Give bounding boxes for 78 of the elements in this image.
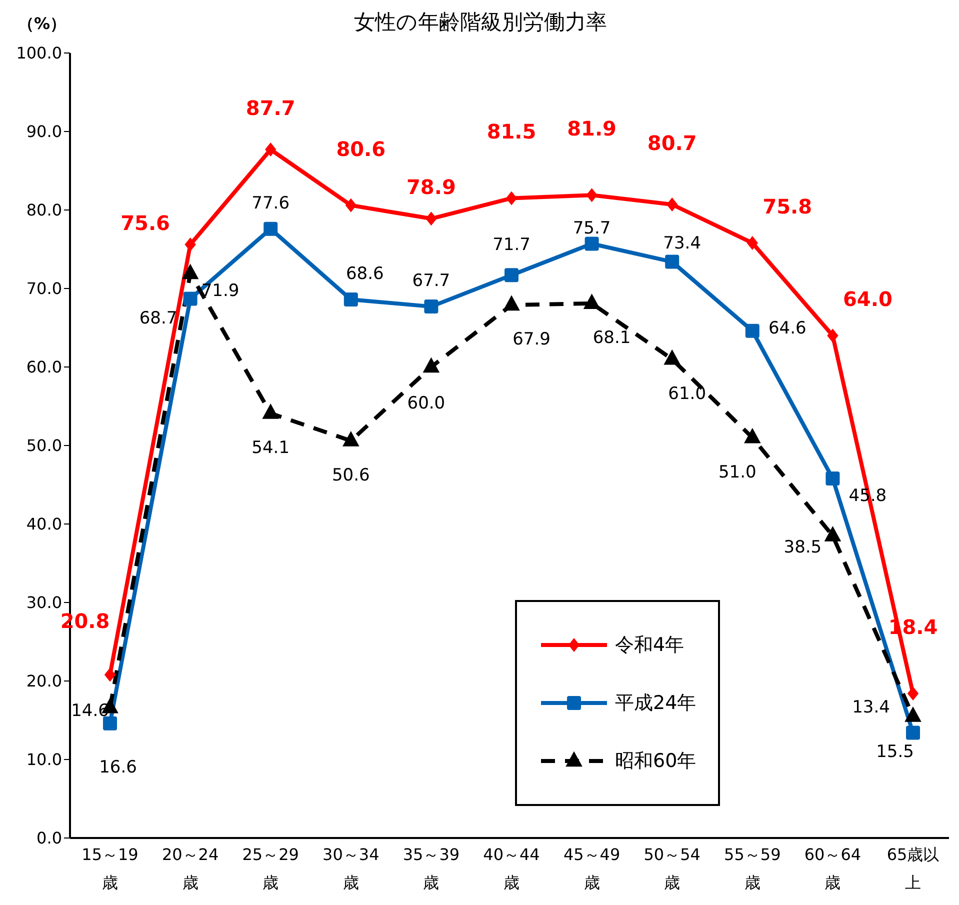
x-tick-label: 30～34歳: [322, 845, 380, 892]
point: [264, 222, 278, 236]
x-tick-label: 45～49歳: [563, 845, 620, 892]
data-label: 68.1: [592, 328, 631, 348]
point: [906, 726, 920, 740]
point: [827, 328, 838, 343]
point: [184, 238, 196, 252]
data-label: 81.5: [486, 120, 536, 144]
point: [183, 292, 198, 306]
data-label: 67.7: [412, 271, 450, 292]
data-label: 81.9: [567, 116, 616, 141]
data-label: 38.5: [784, 537, 822, 558]
point: [746, 236, 758, 250]
data-label: 73.4: [663, 233, 702, 254]
x-tick-label: 20～24歳: [162, 845, 219, 892]
data-label: 13.4: [852, 697, 890, 718]
data-label: 71.7: [492, 234, 530, 255]
x-tick-label: 65歳以上: [886, 845, 940, 892]
point: [424, 300, 438, 314]
x-tick-label: 35～39歳: [402, 845, 460, 892]
y-tick-label: 0.0: [36, 828, 62, 848]
data-label: 80.7: [647, 130, 697, 155]
data-label: 71.9: [201, 281, 240, 302]
x-tick-label: 40～44歳: [483, 845, 540, 892]
point: [265, 142, 276, 157]
y-tick-label: 50.0: [26, 436, 62, 456]
x-tick-label: 55～59歳: [724, 845, 781, 892]
data-label: 15.5: [876, 742, 914, 762]
y-tick-label: 100.0: [16, 44, 62, 63]
y-tick-label: 20.0: [26, 672, 62, 691]
y-tick-label: 70.0: [26, 279, 62, 298]
point: [345, 198, 356, 212]
legend-label: 昭和60年: [615, 749, 696, 774]
legend-label: 平成24年: [615, 691, 696, 716]
y-tick-label: 80.0: [26, 200, 62, 220]
y-tick-label: 60.0: [26, 358, 62, 377]
y-axis-title: （%）: [18, 14, 66, 35]
point: [665, 254, 680, 269]
y-tick-label: 10.0: [26, 750, 62, 770]
point: [344, 292, 358, 306]
data-label: 67.9: [512, 330, 550, 350]
point: [826, 471, 840, 486]
data-label: 75.7: [572, 218, 611, 238]
y-tick-label: 40.0: [26, 514, 62, 534]
data-label: 51.0: [718, 462, 756, 482]
data-label: 16.6: [99, 757, 137, 778]
data-label: 64.0: [843, 287, 892, 312]
point: [666, 198, 678, 212]
point: [506, 191, 518, 206]
point: [584, 236, 599, 251]
point: [426, 212, 437, 226]
chart-title: 女性の年齢階級別労働力率: [354, 10, 607, 34]
x-tick-label: 60～64歳: [804, 845, 862, 892]
data-label: 61.0: [668, 384, 706, 404]
point: [907, 686, 919, 701]
data-label: 50.6: [332, 465, 370, 486]
data-label: 78.9: [406, 175, 456, 200]
data-label: 80.6: [336, 136, 386, 161]
y-tick-label: 90.0: [26, 122, 62, 142]
point: [745, 324, 760, 338]
point: [103, 716, 117, 730]
data-label: 75.8: [762, 194, 812, 218]
data-label: 60.0: [407, 394, 446, 414]
data-label: 87.7: [246, 96, 296, 120]
y-tick-label: 30.0: [26, 593, 62, 612]
data-label: 64.6: [768, 318, 806, 339]
legend-label: 令和4年: [615, 633, 684, 658]
data-label: 68.6: [346, 264, 384, 284]
x-tick-label: 50～54歳: [644, 845, 700, 892]
data-label: 77.6: [252, 193, 290, 214]
point: [904, 706, 922, 722]
point: [504, 268, 518, 282]
data-label: 54.1: [252, 438, 290, 458]
point: [586, 188, 598, 202]
x-tick-label: 15～19歳: [82, 845, 138, 892]
x-tick-label: 25～29歳: [242, 845, 299, 892]
data-label: 75.6: [120, 211, 170, 236]
point: [104, 668, 116, 682]
